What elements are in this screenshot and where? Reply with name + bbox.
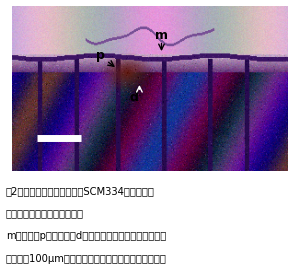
Text: 白色棒は100μm、カロース等の蓄積部は黄褐色に着色: 白色棒は100μm、カロース等の蓄積部は黄褐色に着色 — [6, 254, 167, 264]
Text: 図2　疫病菌菌糸が侵入したSCM334葉の細胞の: 図2 疫病菌菌糸が侵入したSCM334葉の細胞の — [6, 186, 155, 196]
Text: 過敏感細胞死（ヨウ素染色）: 過敏感細胞死（ヨウ素染色） — [6, 209, 84, 219]
Text: m：菌糸、p：侵入点、d：細胞死して褐変した植物細胞: m：菌糸、p：侵入点、d：細胞死して褐変した植物細胞 — [6, 231, 166, 241]
Text: p: p — [96, 49, 105, 62]
Text: m: m — [155, 29, 168, 42]
Text: d: d — [130, 91, 138, 104]
